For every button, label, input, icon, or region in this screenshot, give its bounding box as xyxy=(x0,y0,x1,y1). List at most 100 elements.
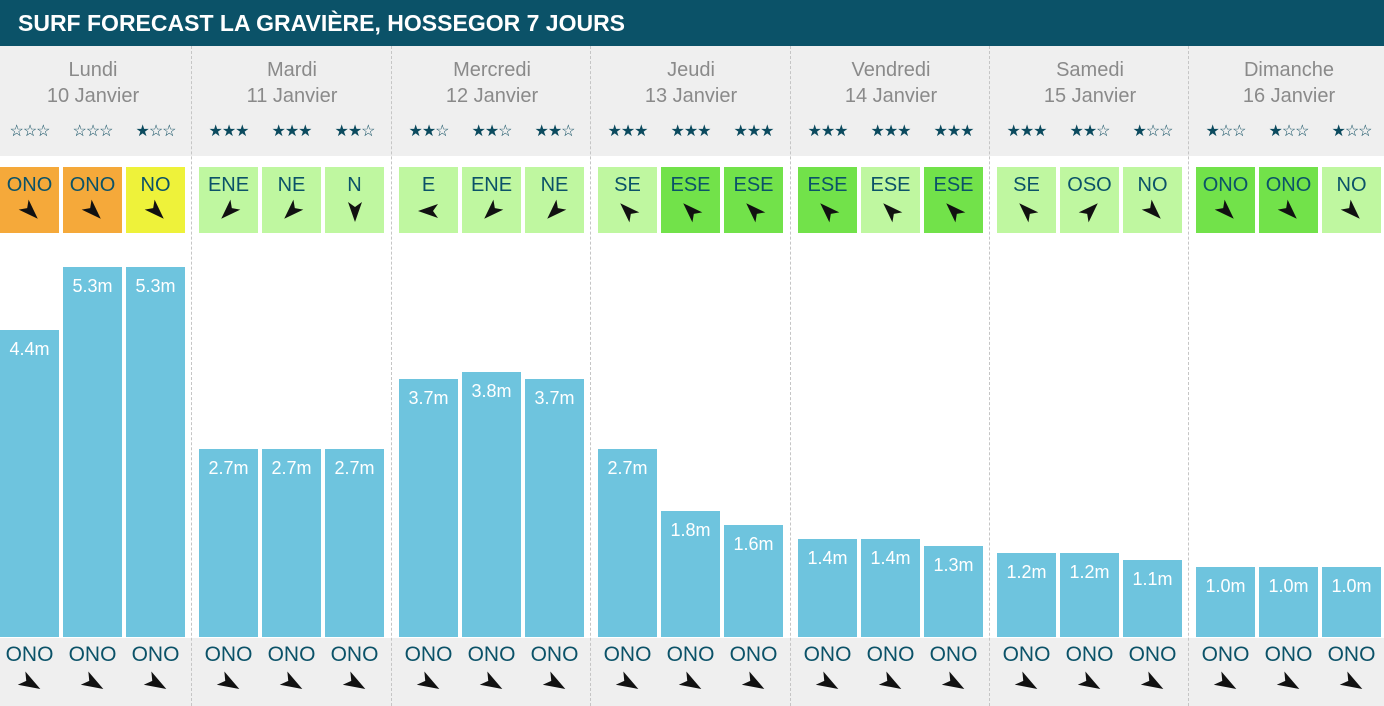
swell-direction-label: ONO xyxy=(803,643,852,666)
wave-height-value: 1.3m xyxy=(933,555,974,575)
wind-direction-label: NO xyxy=(1336,174,1367,196)
arrow-southeast-icon xyxy=(1214,199,1234,219)
arrow-southeast-icon xyxy=(615,671,639,689)
forecast-slot: ★★★ SE 1.2m ONO xyxy=(997,46,1056,706)
wind-arrow xyxy=(1078,199,1102,223)
wave-height-bar xyxy=(525,379,584,637)
arrow-southeast-icon xyxy=(678,671,702,689)
rating-stars: ★★★ xyxy=(208,123,249,140)
wind-box: ONO xyxy=(63,167,122,233)
wind-direction-label: ONO xyxy=(6,174,53,196)
arrow-southeast-icon xyxy=(741,671,765,689)
wind-box: ESE xyxy=(724,167,783,233)
rating-stars: ★★★ xyxy=(1006,123,1047,140)
arrow-southeast-icon xyxy=(18,199,38,219)
wave-height-bar xyxy=(0,330,59,637)
day-separator xyxy=(989,46,990,706)
day-separator xyxy=(191,46,192,706)
swell-direction-label: ONO xyxy=(666,643,715,666)
day-column: Mardi 11 Janvier ★★★ ENE 2.7m ONO ★★★ NE 2.7m ONO… xyxy=(199,46,398,706)
swell-direction-label: ONO xyxy=(267,643,316,666)
wave-height-value: 5.3m xyxy=(72,276,113,296)
swell-arrow xyxy=(143,670,169,696)
swell-arrow xyxy=(80,670,106,696)
swell-arrow xyxy=(1276,670,1302,696)
arrow-southwest-icon xyxy=(547,199,567,219)
forecast-slot: ★★★ NE 2.7m ONO xyxy=(262,46,321,706)
swell-arrow xyxy=(1213,670,1239,696)
wind-direction-label: ONO xyxy=(69,174,116,196)
forecast-slot: ★★★ ESE 1.4m ONO xyxy=(798,46,857,706)
swell-arrow xyxy=(542,670,568,696)
rating-stars: ★☆☆ xyxy=(1331,123,1372,140)
wind-direction-label: ENE xyxy=(470,174,513,196)
day-column: Samedi 15 Janvier ★★★ SE 1.2m ONO ★★☆ OSO 1.2m ON… xyxy=(997,46,1196,706)
arrow-northwest-icon xyxy=(746,203,766,223)
day-name: Dimanche xyxy=(1243,59,1335,81)
swell-arrow xyxy=(615,670,641,696)
wind-arrow xyxy=(679,199,703,223)
wind-arrow xyxy=(417,199,441,223)
forecast-slot: ★★☆ N 2.7m ONO xyxy=(325,46,384,706)
wind-box: NE xyxy=(525,167,584,233)
arrow-southeast-icon xyxy=(143,671,167,689)
wind-box: ENE xyxy=(199,167,258,233)
wind-arrow xyxy=(81,199,105,223)
wave-height-bar xyxy=(1060,553,1119,637)
swell-direction-label: ONO xyxy=(330,643,379,666)
wind-box: ONO xyxy=(0,167,59,233)
forecast-slot: ★★★ ESE 1.4m ONO xyxy=(861,46,920,706)
wave-height-value: 1.0m xyxy=(1268,576,1309,596)
wave-height-bar xyxy=(1259,567,1318,637)
wind-arrow xyxy=(144,199,168,223)
wave-height-bar xyxy=(462,372,521,637)
forecast-slot: ★☆☆ ONO 1.0m ONO xyxy=(1196,46,1255,706)
wave-height-value: 2.7m xyxy=(271,458,312,478)
day-column: Dimanche 16 Janvier ★☆☆ ONO 1.0m ONO ★☆☆ ONO 1.0… xyxy=(1196,46,1384,706)
wave-height-bar xyxy=(997,553,1056,637)
arrow-southeast-icon xyxy=(1140,671,1164,689)
swell-row-background xyxy=(0,638,1384,706)
wind-arrow xyxy=(18,199,42,223)
wind-box: N xyxy=(325,167,384,233)
swell-arrow xyxy=(1077,670,1103,696)
wind-direction-label: NO xyxy=(140,174,171,196)
swell-arrow xyxy=(17,670,43,696)
arrow-northwest-icon xyxy=(820,203,840,223)
swell-direction-label: ONO xyxy=(1128,643,1177,666)
rating-stars: ★★★ xyxy=(870,123,911,140)
wind-direction-label: ESE xyxy=(733,174,774,196)
wind-direction-label: NO xyxy=(1137,174,1168,196)
wind-direction-label: ONO xyxy=(1202,174,1249,196)
forecast-board: Lundi 10 Janvier ☆☆☆ ONO 4.4m ONO ☆☆☆ ONO 5.3m ON… xyxy=(0,46,1384,706)
wave-height-value: 1.2m xyxy=(1006,562,1047,582)
wave-height-value: 1.2m xyxy=(1069,562,1110,582)
day-name: Samedi xyxy=(1056,59,1124,81)
header-bar: SURF FORECAST LA GRAVIÈRE, HOSSEGOR 7 JO… xyxy=(0,0,1384,46)
day-separator xyxy=(790,46,791,706)
wave-height-value: 2.7m xyxy=(334,458,375,478)
arrow-southeast-icon xyxy=(1277,199,1297,219)
wind-arrow xyxy=(742,199,766,223)
arrow-southeast-icon xyxy=(1141,199,1161,219)
wind-box: ONO xyxy=(1259,167,1318,233)
wind-box: ESE xyxy=(924,167,983,233)
forecast-slot: ★★☆ NE 3.7m ONO xyxy=(525,46,584,706)
swell-direction-label: ONO xyxy=(729,643,778,666)
day-column: Jeudi 13 Janvier ★★★ SE 2.7m ONO ★★★ ESE 1.8m ONO… xyxy=(598,46,797,706)
arrow-northwest-icon xyxy=(1019,203,1039,223)
day-date: 13 Janvier xyxy=(644,85,738,107)
arrow-southeast-icon xyxy=(878,671,902,689)
rating-stars: ★★★ xyxy=(933,123,974,140)
wind-direction-label: NE xyxy=(277,174,306,196)
wind-direction-label: E xyxy=(421,174,436,196)
wind-box: E xyxy=(399,167,458,233)
swell-direction-label: ONO xyxy=(1002,643,1051,666)
wave-height-bar xyxy=(1196,567,1255,637)
swell-direction-label: ONO xyxy=(467,643,516,666)
swell-direction-label: ONO xyxy=(929,643,978,666)
wind-arrow xyxy=(280,199,304,223)
forecast-slot: ★☆☆ NO 1.1m ONO xyxy=(1123,46,1182,706)
swell-arrow xyxy=(216,670,242,696)
swell-arrow xyxy=(941,670,967,696)
